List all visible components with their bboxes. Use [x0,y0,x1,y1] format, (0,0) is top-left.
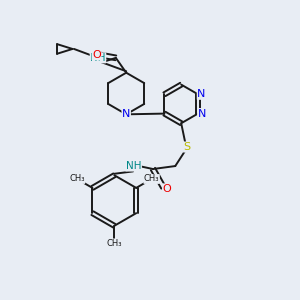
Text: CH₃: CH₃ [69,175,85,184]
Text: NH: NH [126,161,141,171]
Text: CH₃: CH₃ [106,239,122,248]
Text: O: O [163,184,171,194]
Text: N: N [122,109,130,119]
Text: N: N [197,89,206,99]
Text: N: N [198,109,206,118]
Text: NH: NH [90,53,106,63]
Text: O: O [92,50,101,60]
Text: S: S [184,142,191,152]
Text: CH₃: CH₃ [144,175,159,184]
